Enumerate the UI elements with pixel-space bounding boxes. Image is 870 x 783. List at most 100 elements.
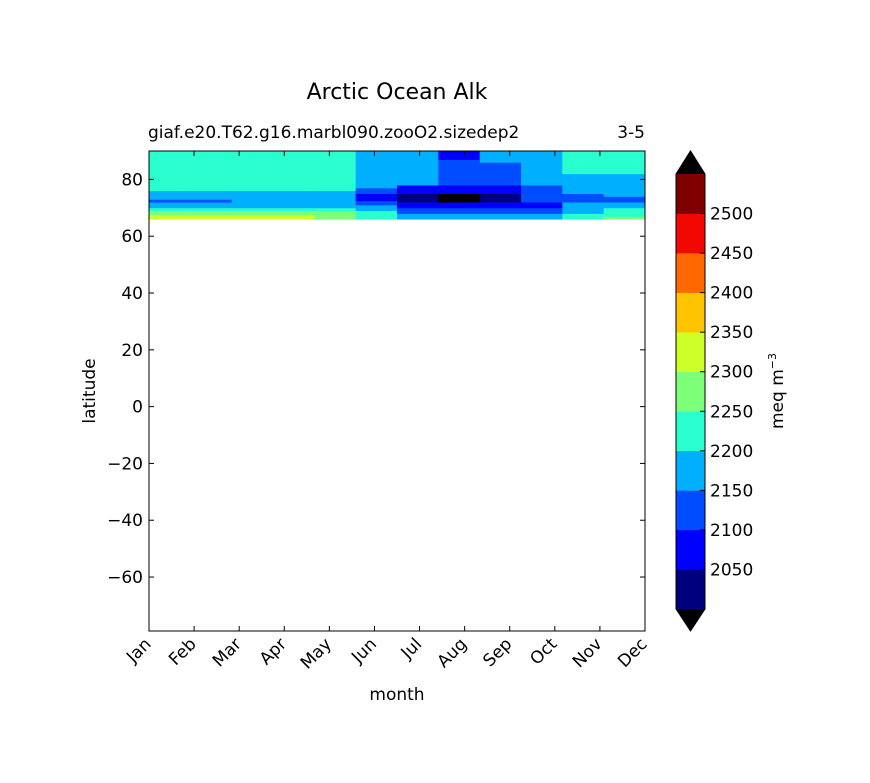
y-tick-label: −60 [107,568,143,588]
contour-cell [273,202,315,209]
colorbar-segment [676,569,705,610]
colorbar-segment [676,253,705,293]
colorbar: 2050 2100 2150 2200 2250 2300 2350 2400 2450 2500 [675,150,753,632]
x-tick-label: Nov [569,634,607,672]
contour-cell [355,187,398,194]
chart-title: Arctic Ocean Alk [307,80,488,105]
contour-cell [397,207,439,214]
x-tick-label: Jun [347,634,381,668]
colorbar-extend-under [676,609,705,631]
contour-cell [521,213,563,220]
colorbar-tick-label: 2150 [710,481,753,501]
x-tick-label: Jan [122,634,155,667]
colorbar-segment [676,529,705,570]
y-tick-label: −40 [107,511,143,531]
contour-cell [190,151,233,192]
contour-fill [149,151,645,220]
contour-cell [479,202,522,209]
contour-cell [397,202,439,209]
y-tick-label: −20 [107,454,143,474]
contour-cell [149,199,191,203]
x-axis-label: month [369,685,424,705]
svg-text:meq m−3: meq m−3 [766,353,788,429]
contour-cell [479,185,522,194]
x-axis: Jan Feb Mar Apr May Jun Jul Aug Sep Oct Nov Dec [122,151,652,673]
colorbar-segment [676,213,705,254]
x-tick-label: May [297,634,336,673]
contour-cell [190,214,233,220]
colorbar-tick-label: 2450 [710,244,753,264]
colorbar-segment [676,174,705,214]
contour-cell [438,159,481,186]
contour-cell [521,207,563,214]
colorbar-tick-label: 2500 [710,205,753,225]
colorbar-label: meq m−3 [766,353,788,429]
colorbar-segment [676,292,705,333]
contour-cell [438,185,481,194]
contour-cell [149,207,191,212]
colorbar-tick-label: 2350 [710,323,753,343]
colorbar-tick-label: 2100 [710,521,753,541]
contour-cell [149,202,191,209]
contour-cell [438,202,481,209]
plot-frame [148,150,646,632]
contour-cell [190,199,233,203]
contour-cell [521,202,563,209]
contour-cell [603,202,645,209]
contour-cell [562,213,605,220]
contour-cell [231,151,274,192]
colorbar-label-exponent: −3 [766,353,779,369]
colorbar-segment [676,332,705,373]
y-tick-label: 60 [121,227,143,247]
contour-cell [479,162,522,186]
contour-cell [397,193,439,203]
contour-cell [314,214,357,220]
y-tick-label: 20 [121,341,143,361]
contour-cell [314,202,357,209]
contour-cell [521,193,563,203]
contour-cell [603,151,645,175]
y-axis: 80 60 40 20 0 −20 −40 −60 [107,170,645,588]
x-tick-label: Dec [614,634,651,671]
x-tick-label: Mar [209,634,246,671]
contour-cell [479,193,522,203]
contour-cell [273,151,315,192]
contour-cell [273,214,315,220]
contour-cell [273,190,315,203]
contour-cell [149,214,191,220]
contour-cell [562,187,605,194]
contour-cell [603,207,645,217]
contour-cell [314,151,357,192]
contour-cell [314,210,357,216]
contour-cell [562,151,605,175]
contour-cell [397,185,439,194]
contour-cell [355,200,398,206]
contour-cell [355,151,398,189]
colorbar-segment [676,450,705,491]
contour-cell [355,204,398,212]
contour-cell [190,190,233,200]
contour-cell [231,210,274,216]
contour-cell [479,207,522,214]
x-tick-label: Jul [397,634,426,663]
colorbar-outline [675,150,706,632]
contour-cell [479,213,522,220]
contour-cell [314,190,357,203]
contour-cell [149,210,191,216]
colorbar-segment [676,490,705,531]
contour-cell [273,207,315,212]
x-tick-label: Apr [256,634,291,669]
colorbar-segment [676,371,705,412]
colorbar-tick-label: 2050 [710,560,753,580]
contour-cell [231,207,274,212]
colorbar-segment [676,411,705,452]
contour-cell [603,216,645,220]
contour-cell [190,210,233,216]
contour-cell [438,193,481,203]
chart-subtitle-right: 3-5 [617,123,645,143]
contour-cell [231,202,274,209]
contour-cell [521,185,563,194]
y-axis-label: latitude [80,358,100,423]
x-tick-label: Aug [434,634,472,672]
contour-cell [397,213,439,220]
